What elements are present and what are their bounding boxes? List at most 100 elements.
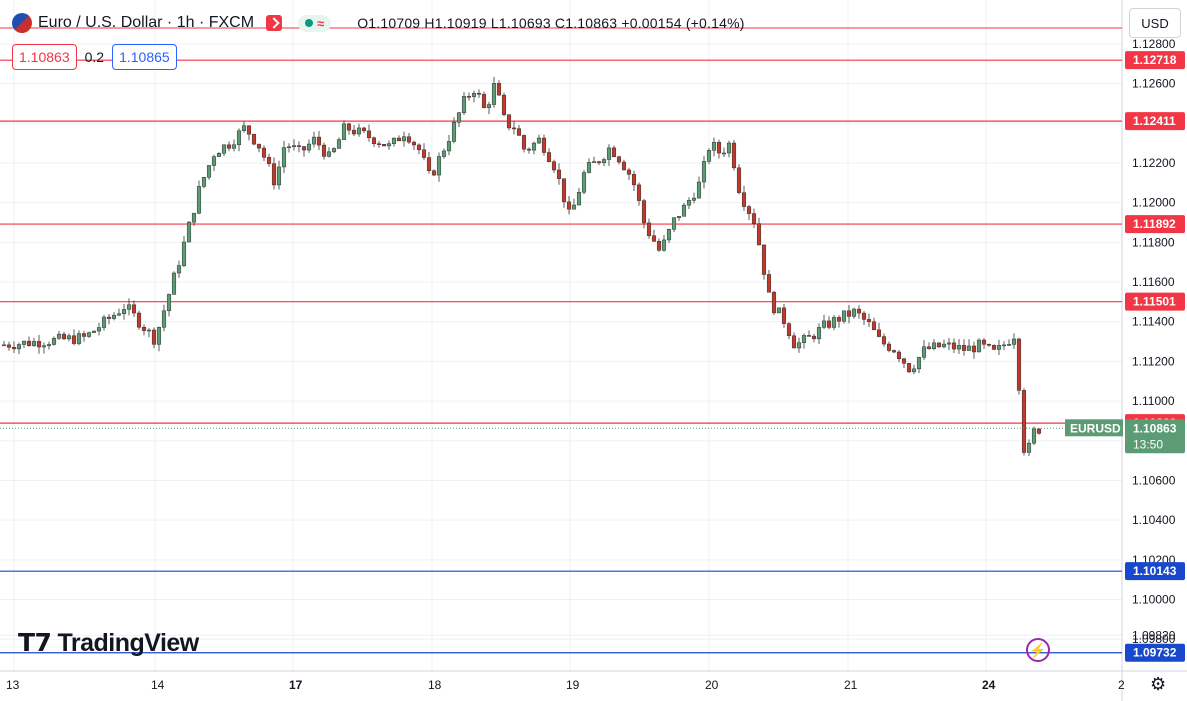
candle-body	[811, 335, 817, 340]
candle-body	[981, 339, 987, 345]
y-tick-label: 1.12800	[1132, 37, 1176, 51]
euro-usd-flag-icon	[12, 13, 32, 33]
market-status-pill[interactable]: ≈	[298, 14, 332, 32]
candle-body	[651, 235, 657, 242]
current-price-badge	[1125, 419, 1185, 454]
level-price-label: 1.11892	[1133, 217, 1176, 231]
candle-body	[161, 310, 167, 328]
candle-body	[716, 142, 722, 154]
candle-body	[571, 204, 577, 210]
candle-body	[821, 320, 827, 328]
candle-body	[291, 145, 297, 148]
candle-body	[126, 304, 132, 310]
candle-body	[76, 333, 82, 344]
sell-price-button[interactable]: 1.10863	[12, 44, 77, 70]
symbol-title[interactable]: Euro / U.S. Dollar · 1h · FXCM	[38, 14, 255, 31]
candle-body	[236, 130, 242, 145]
candle-body	[136, 312, 142, 328]
level-price-label: 1.12718	[1133, 53, 1177, 67]
candle-body	[631, 174, 637, 186]
tradingview-logo-icon: 𝗧𝟳	[18, 629, 52, 657]
candle-body	[71, 335, 77, 344]
candle-body	[1001, 344, 1007, 347]
candle-body	[336, 139, 342, 149]
candle-body	[271, 163, 277, 186]
candle-body	[846, 310, 852, 317]
y-tick-label: 1.10600	[1132, 473, 1176, 487]
candle-body	[806, 335, 812, 337]
level-price-label: 1.09732	[1133, 646, 1177, 660]
candle-body	[546, 152, 552, 162]
candle-body	[661, 239, 667, 251]
candle-body	[351, 129, 357, 135]
candle-body	[616, 156, 622, 163]
buy-price-button[interactable]: 1.10865	[112, 44, 177, 70]
candle-body	[476, 92, 482, 95]
y-tick-label: 1.11600	[1132, 275, 1175, 289]
candle-body	[481, 93, 487, 108]
candle-body	[91, 330, 97, 333]
current-price-label: 1.10863	[1133, 421, 1177, 435]
candle-body	[166, 294, 172, 312]
candle-body	[341, 123, 347, 140]
candle-body	[951, 342, 957, 350]
candle-body	[586, 162, 592, 173]
candle-body	[926, 346, 932, 349]
candle-body	[731, 142, 737, 169]
candle-body	[281, 147, 287, 168]
candle-body	[6, 344, 12, 348]
x-tick-label: 18	[428, 678, 442, 692]
tradingview-logo: 𝗧𝟳 TradingView	[18, 628, 199, 658]
candle-body	[456, 112, 462, 123]
x-tick-label: 2	[1118, 678, 1125, 692]
candle-body	[86, 332, 92, 337]
candle-body	[566, 201, 572, 210]
candle-body	[151, 329, 157, 345]
wave-icon: ≈	[317, 15, 325, 31]
candle-body	[761, 244, 767, 275]
quote-panel: 1.10863 0.2 1.10865	[12, 44, 177, 70]
candle-body	[656, 240, 662, 251]
candle-body	[671, 217, 677, 230]
candle-body	[376, 143, 382, 145]
candle-body	[696, 181, 702, 199]
candle-body	[331, 148, 337, 153]
candle-body	[866, 319, 872, 323]
candle-body	[296, 145, 302, 147]
candle-body	[626, 169, 632, 175]
countdown-label: 13:50	[1133, 437, 1163, 451]
candle-body	[886, 343, 892, 351]
candle-body	[221, 144, 227, 154]
candle-body	[256, 143, 262, 149]
y-tick-label: 1.11200	[1132, 354, 1175, 368]
candle-body	[1006, 344, 1012, 346]
candle-body	[1011, 338, 1017, 345]
candle-body	[861, 312, 867, 320]
currency-selector[interactable]: USD	[1129, 8, 1181, 38]
candle-body	[381, 143, 387, 147]
candle-body	[551, 161, 557, 171]
candle-body	[701, 161, 707, 183]
lightning-icon[interactable]: ⚡	[1026, 638, 1050, 662]
candle-body	[736, 167, 742, 193]
candle-body	[906, 363, 912, 373]
candle-body	[611, 147, 617, 157]
candle-body	[756, 223, 762, 246]
candle-body	[706, 150, 712, 162]
y-tick-label: 1.11000	[1132, 394, 1175, 408]
candle-body	[486, 104, 492, 108]
arrow-up-icon	[266, 15, 283, 31]
candle-body	[836, 317, 842, 322]
candle-body	[1036, 428, 1042, 434]
candle-body	[261, 147, 267, 158]
market-status-dot-icon	[305, 19, 314, 27]
candle-body	[576, 191, 582, 206]
y-tick-label: 1.11800	[1132, 235, 1175, 249]
candle-body	[801, 335, 807, 343]
candle-body	[466, 96, 472, 98]
candle-body	[386, 143, 392, 147]
candle-body	[276, 166, 282, 186]
candle-body	[741, 192, 747, 207]
settings-gear-icon[interactable]: ⚙	[1150, 674, 1167, 694]
